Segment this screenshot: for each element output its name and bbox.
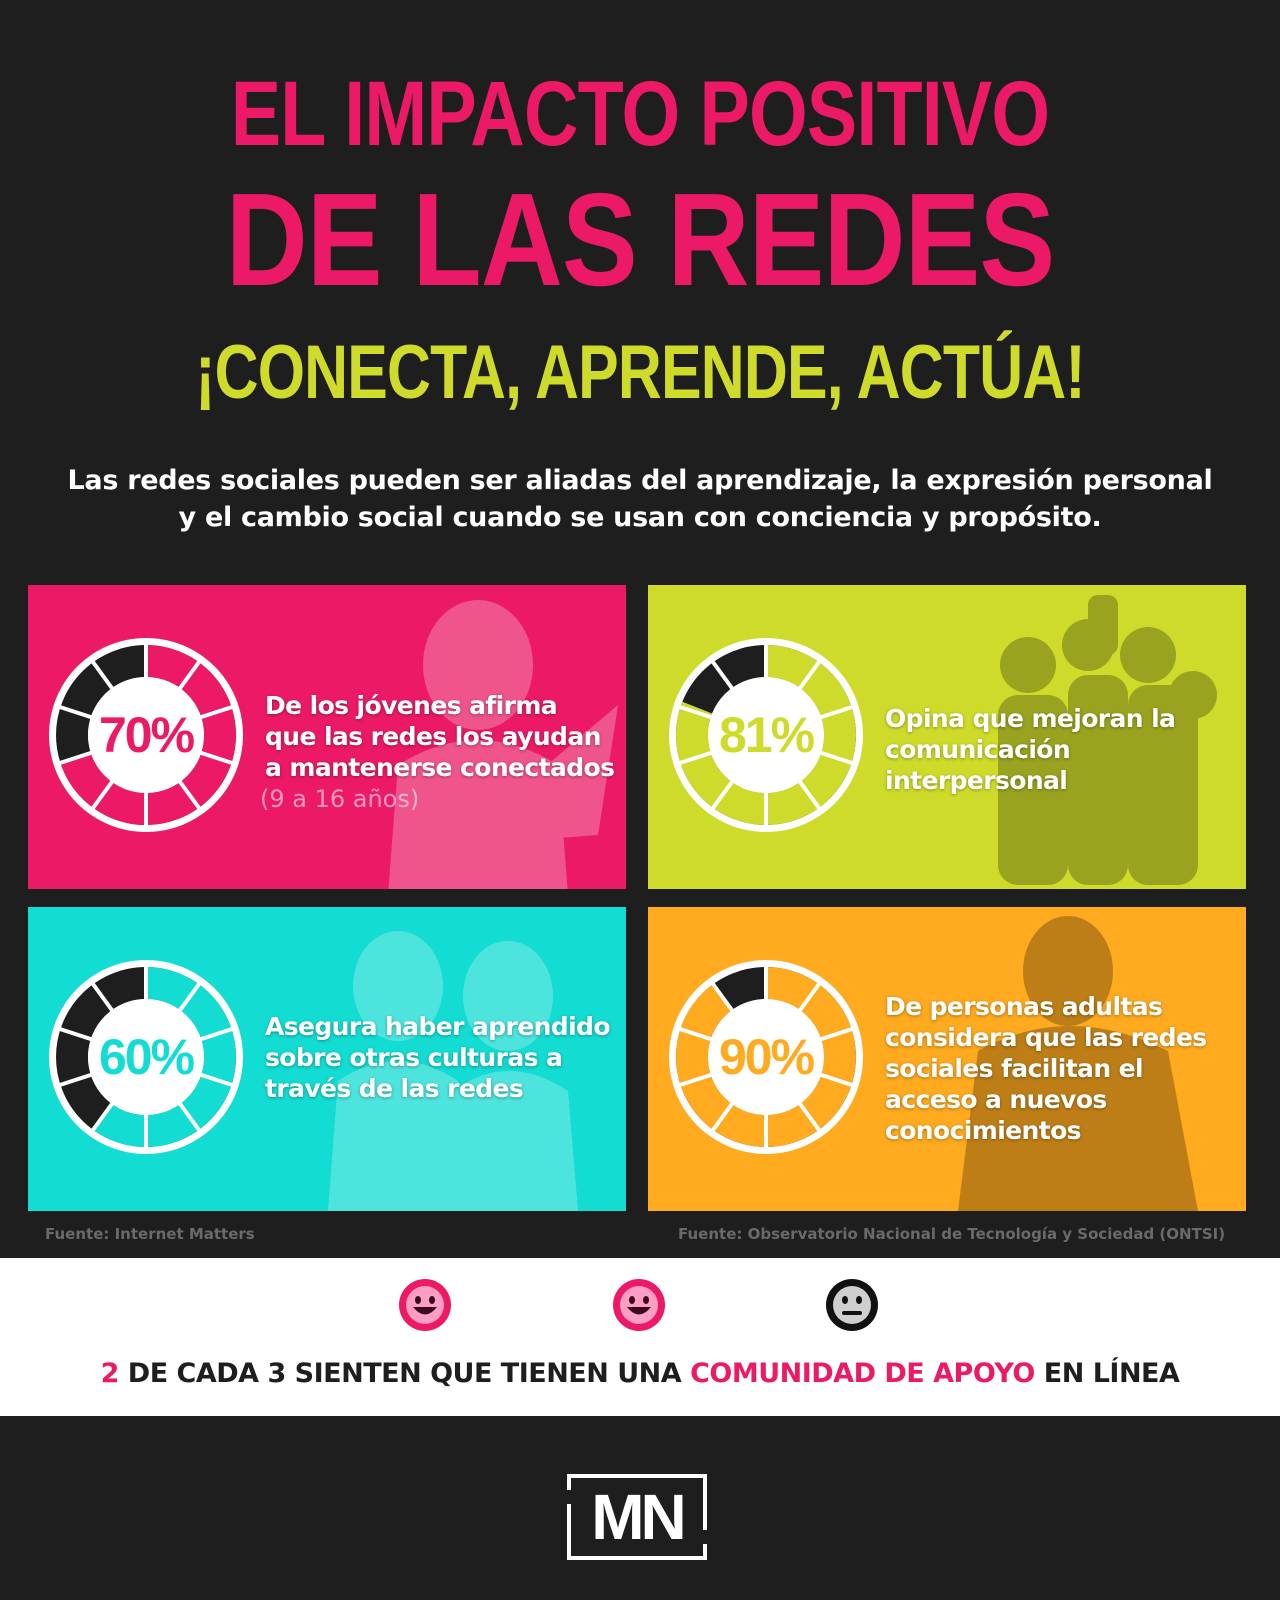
donut-segment-divider bbox=[676, 750, 715, 766]
stat-card-cultures: 60% Asegura haber aprendido sobre otras … bbox=[28, 907, 626, 1211]
donut-segment-divider bbox=[56, 750, 95, 766]
donut-segment-divider bbox=[197, 1026, 236, 1042]
donut-center bbox=[708, 677, 824, 793]
donut-segment-divider bbox=[709, 1100, 736, 1134]
women-in-kimono-photo bbox=[328, 931, 578, 1211]
donut-segment-divider bbox=[89, 1100, 116, 1134]
statement-part: DE CADA bbox=[118, 1358, 268, 1389]
intro-text: Las redes sociales pueden ser aliadas de… bbox=[67, 465, 1213, 533]
donut-segment-divider bbox=[197, 704, 236, 720]
donut-segment-divider bbox=[676, 1026, 715, 1042]
donut-segment-divider bbox=[796, 778, 823, 812]
donut-segment-divider bbox=[176, 778, 203, 812]
source-ontsi: Fuente: Observatorio Nacional de Tecnolo… bbox=[678, 1225, 1226, 1243]
stat-number-3: 3 bbox=[267, 1358, 286, 1389]
happy-face-icon bbox=[613, 1279, 665, 1331]
community-statement: 2 DE CADA 3 SIENTEN QUE TIENEN UNA COMUN… bbox=[0, 1358, 1280, 1389]
donut-segment-divider bbox=[796, 980, 823, 1014]
community-banner: 2 DE CADA 3 SIENTEN QUE TIENEN UNA COMUN… bbox=[0, 1258, 1280, 1416]
statement-part: EN LÍNEA bbox=[1034, 1358, 1180, 1389]
donut-segment-divider bbox=[817, 704, 856, 720]
page-subtitle: ¡CONECTA, APRENDE, ACTÚA! bbox=[195, 330, 1086, 415]
stat-description: De personas adultas considera que las re… bbox=[885, 992, 1207, 1145]
stat-description: De los jóvenes afirma que las redes los … bbox=[265, 691, 615, 782]
happy-face-icon bbox=[399, 1279, 451, 1331]
donut-segment-divider bbox=[56, 704, 95, 720]
neutral-face-icon bbox=[826, 1279, 878, 1331]
donut-segment-divider bbox=[796, 1100, 823, 1134]
donut-segment-divider bbox=[176, 658, 203, 692]
donut-segment-divider bbox=[817, 1026, 856, 1042]
donut-segment-divider bbox=[197, 1072, 236, 1088]
donut-segment-divider bbox=[89, 778, 116, 812]
donut-segment-divider bbox=[176, 980, 203, 1014]
stat-description: Asegura haber aprendido sobre otras cult… bbox=[265, 1012, 611, 1103]
progress-donut bbox=[49, 638, 243, 832]
page-title-line2: DE LAS REDES bbox=[225, 166, 1055, 313]
statement-part: SIENTEN QUE TIENEN UNA bbox=[285, 1358, 691, 1389]
percent-label: 81% bbox=[718, 707, 815, 763]
stat-card-communication: 81% Opina que mejoran la comunicación in… bbox=[648, 585, 1246, 889]
donut-segment-divider bbox=[676, 1072, 715, 1088]
percent-label: 70% bbox=[98, 707, 195, 763]
statement-highlight: COMUNIDAD DE APOYO bbox=[690, 1358, 1035, 1389]
donut-segment-divider bbox=[709, 980, 736, 1014]
stat-card-knowledge: 90% De personas adultas considera que la… bbox=[648, 907, 1246, 1211]
progress-donut bbox=[669, 638, 863, 832]
donut-segment-divider bbox=[817, 1072, 856, 1088]
donut-center bbox=[708, 999, 824, 1115]
percent-label: 60% bbox=[98, 1029, 195, 1085]
donut-segment-divider bbox=[56, 1072, 95, 1088]
page-title-line1: EL IMPACTO POSITIVO bbox=[230, 63, 1050, 165]
source-internet-matters: Fuente: Internet Matters bbox=[45, 1225, 255, 1243]
donut-segment-divider bbox=[796, 658, 823, 692]
stat-description: Opina que mejoran la comunicación interp… bbox=[885, 704, 1176, 795]
age-range-note: (9 a 16 años) bbox=[260, 785, 420, 813]
donut-center bbox=[88, 677, 204, 793]
donut-center bbox=[88, 999, 204, 1115]
donut-segment-divider bbox=[56, 1026, 95, 1042]
stat-card-connected: 70% De los jóvenes afirma que las redes … bbox=[28, 585, 626, 889]
donut-segment-divider bbox=[197, 750, 236, 766]
progress-donut bbox=[669, 960, 863, 1154]
donut-segment-divider bbox=[89, 980, 116, 1014]
group-high-five-photo bbox=[998, 595, 1217, 885]
donut-segment-divider bbox=[676, 704, 715, 720]
donut-segment-divider bbox=[89, 658, 116, 692]
stat-number-2: 2 bbox=[100, 1358, 120, 1389]
donut-segment-divider bbox=[176, 1100, 203, 1134]
man-with-violin-photo bbox=[958, 916, 1198, 1211]
percent-label: 90% bbox=[718, 1029, 815, 1085]
donut-segment-divider bbox=[709, 778, 736, 812]
progress-donut bbox=[49, 960, 243, 1154]
girl-with-laptop-photo bbox=[388, 600, 618, 889]
donut-segment-divider bbox=[709, 658, 736, 692]
mn-logo: MN bbox=[591, 1481, 687, 1553]
donut-segment-divider bbox=[817, 750, 856, 766]
mn-logo-frame bbox=[567, 1474, 707, 1560]
